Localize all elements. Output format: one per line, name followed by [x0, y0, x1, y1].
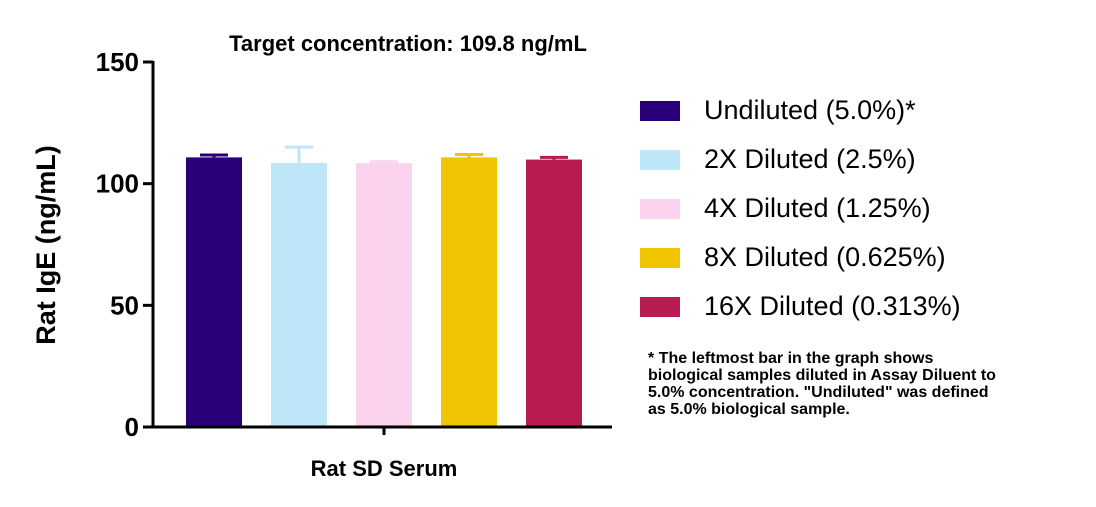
- footnote: * The leftmost bar in the graph shows bi…: [648, 350, 1068, 418]
- bar-16x-diluted-0-313: [526, 159, 582, 427]
- y-tick-label: 0: [125, 412, 139, 442]
- footnote-line: biological samples diluted in Assay Dilu…: [648, 367, 996, 384]
- bar-8x-diluted-0-625: [441, 157, 497, 428]
- legend-item-undiluted: Undiluted (5.0%)*: [640, 86, 961, 135]
- legend-label-2x: 2X Diluted (2.5%): [704, 144, 916, 174]
- bar-undiluted-5-0: [186, 157, 242, 428]
- legend-label-8x: 8X Diluted (0.625%): [704, 242, 946, 272]
- x-axis-label: Rat SD Serum: [311, 456, 458, 481]
- legend-swatch-4x: [640, 198, 680, 219]
- legend-swatch-16x: [640, 296, 680, 317]
- footnote-line: 5.0% concentration. "Undiluted" was defi…: [648, 384, 989, 401]
- bar-4x-diluted-1-25: [356, 163, 412, 427]
- axes: [151, 61, 612, 435]
- footnote-line: as 5.0% biological sample.: [648, 401, 850, 418]
- legend-item-2x: 2X Diluted (2.5%): [640, 135, 961, 184]
- y-axis-ticks: 0 50 100 150: [96, 47, 153, 442]
- legend-swatch-2x: [640, 149, 680, 170]
- bars-group: [186, 145, 582, 428]
- footnote-line: * The leftmost bar in the graph shows: [648, 350, 934, 367]
- legend-item-8x: 8X Diluted (0.625%): [640, 233, 961, 282]
- legend-label-4x: 4X Diluted (1.25%): [704, 193, 931, 223]
- bar-2x-diluted-2-5: [271, 162, 327, 427]
- y-tick-label: 50: [110, 290, 139, 320]
- legend-label-16x: 16X Diluted (0.313%): [704, 291, 961, 321]
- chart-title: Target concentration: 109.8 ng/mL: [229, 31, 587, 56]
- y-tick-label: 150: [96, 47, 139, 77]
- y-tick-label: 100: [96, 169, 139, 199]
- legend-swatch-8x: [640, 247, 680, 268]
- legend: Undiluted (5.0%)* 2X Diluted (2.5%) 4X D…: [640, 86, 961, 331]
- legend-item-16x: 16X Diluted (0.313%): [640, 282, 961, 331]
- y-axis-label: Rat IgE (ng/mL): [31, 145, 61, 344]
- legend-label-undiluted: Undiluted (5.0%)*: [704, 95, 916, 125]
- legend-item-4x: 4X Diluted (1.25%): [640, 184, 961, 233]
- legend-swatch-undiluted: [640, 100, 680, 121]
